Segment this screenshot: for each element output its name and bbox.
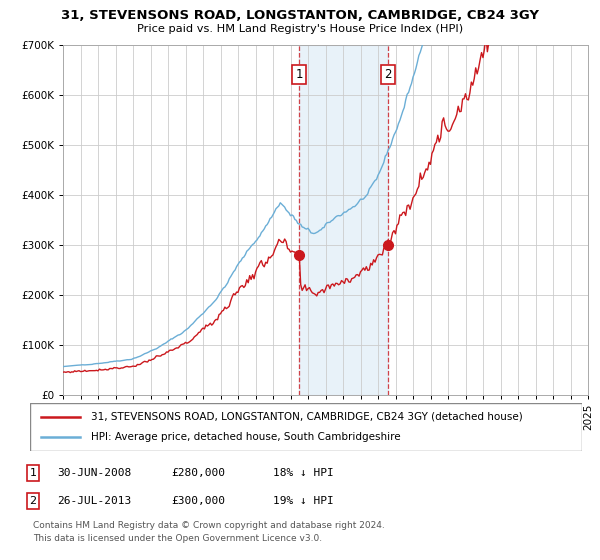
Text: 26-JUL-2013: 26-JUL-2013 [57,496,131,506]
Text: 31, STEVENSONS ROAD, LONGSTANTON, CAMBRIDGE, CB24 3GY (detached house): 31, STEVENSONS ROAD, LONGSTANTON, CAMBRI… [91,412,523,422]
Text: 19% ↓ HPI: 19% ↓ HPI [273,496,334,506]
Text: 18% ↓ HPI: 18% ↓ HPI [273,468,334,478]
Text: This data is licensed under the Open Government Licence v3.0.: This data is licensed under the Open Gov… [33,534,322,543]
Text: Contains HM Land Registry data © Crown copyright and database right 2024.: Contains HM Land Registry data © Crown c… [33,521,385,530]
Text: 2: 2 [29,496,37,506]
Text: HPI: Average price, detached house, South Cambridgeshire: HPI: Average price, detached house, Sout… [91,432,400,442]
Text: 31, STEVENSONS ROAD, LONGSTANTON, CAMBRIDGE, CB24 3GY: 31, STEVENSONS ROAD, LONGSTANTON, CAMBRI… [61,9,539,22]
Text: 1: 1 [296,68,303,81]
Text: 2: 2 [385,68,392,81]
Text: £300,000: £300,000 [171,496,225,506]
Text: Price paid vs. HM Land Registry's House Price Index (HPI): Price paid vs. HM Land Registry's House … [137,24,463,34]
Text: £280,000: £280,000 [171,468,225,478]
Text: 30-JUN-2008: 30-JUN-2008 [57,468,131,478]
FancyBboxPatch shape [30,403,582,451]
Bar [299,45,388,395]
Text: 1: 1 [29,468,37,478]
